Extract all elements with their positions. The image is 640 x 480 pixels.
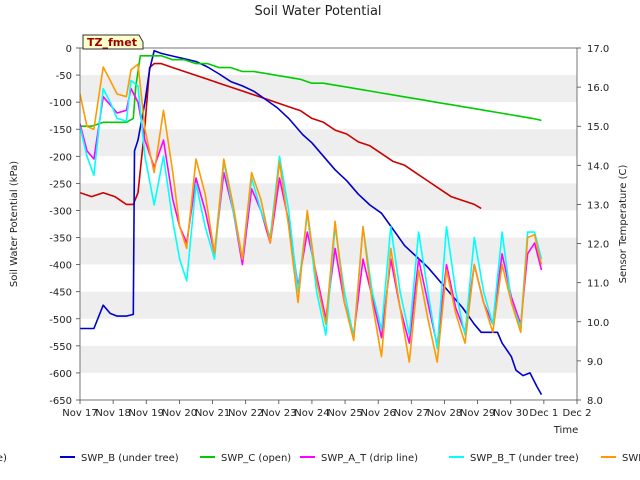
series-line bbox=[80, 49, 543, 395]
plot-band bbox=[80, 75, 577, 103]
series-line bbox=[80, 63, 543, 363]
plot-band bbox=[80, 318, 577, 346]
y-tick-label: -550 bbox=[49, 342, 72, 353]
plot-frame bbox=[79, 47, 578, 401]
y-tick-label: -150 bbox=[49, 125, 72, 136]
legend-label: SWP_C_T (open) bbox=[622, 453, 640, 464]
y-tick-label: -600 bbox=[49, 369, 72, 380]
y2-tick-label: 12.0 bbox=[587, 240, 609, 251]
legend-label: SWP_C (open) bbox=[221, 453, 291, 464]
y-tick-label: -450 bbox=[49, 288, 72, 299]
y-tick-label: -650 bbox=[49, 396, 72, 407]
y-tick-label: -300 bbox=[49, 206, 72, 217]
plot-band bbox=[80, 183, 577, 211]
y2-axis-label: Sensor Temperature (C) bbox=[618, 165, 629, 284]
y2-tick-label: 11.0 bbox=[587, 279, 609, 290]
plot-band bbox=[80, 210, 577, 238]
x-tick-label: Nov 20 bbox=[162, 408, 197, 419]
legend: SWP_A (drip line) SWP_B (under tree) SWP_C… bbox=[0, 453, 640, 464]
y2-tick-label: 17.0 bbox=[587, 44, 609, 55]
series-line bbox=[80, 55, 542, 127]
plot-band bbox=[80, 345, 577, 373]
series-lines bbox=[80, 49, 543, 395]
y2-tick-label: 14.0 bbox=[587, 161, 609, 172]
x-tick-label: Nov 28 bbox=[427, 408, 462, 419]
plot-band bbox=[80, 48, 577, 76]
x-tick-label: Nov 24 bbox=[294, 408, 329, 419]
x-tick-label: Nov 18 bbox=[95, 408, 130, 419]
plot-band bbox=[80, 237, 577, 265]
x-tick-label: Nov 30 bbox=[493, 408, 528, 419]
x-tick-label: Dec 2 bbox=[563, 408, 592, 419]
x-tick-label: Nov 25 bbox=[327, 408, 362, 419]
plot-band bbox=[80, 372, 577, 400]
y-tick-label: -500 bbox=[49, 315, 72, 326]
y2-tick-label: 16.0 bbox=[587, 83, 609, 94]
y-tick-label: -200 bbox=[49, 152, 72, 163]
x-tick-label: Nov 23 bbox=[261, 408, 296, 419]
y-tick-label: -250 bbox=[49, 179, 72, 190]
y-axis-label: Soil Water Potential (kPa) bbox=[9, 161, 20, 287]
y-tick-label: -350 bbox=[49, 234, 72, 245]
x-tick-label: Dec 1 bbox=[529, 408, 558, 419]
y-tick-label: -100 bbox=[49, 98, 72, 109]
x-tick-label: Nov 17 bbox=[62, 408, 97, 419]
left-y-axis: 0 -50 -100 -150 -200 -250 -300 -350 -400 -450 -500… bbox=[49, 44, 80, 407]
x-tick-label: Nov 21 bbox=[195, 408, 230, 419]
x-tick-label: Nov 29 bbox=[460, 408, 495, 419]
y2-tick-label: 13.0 bbox=[587, 200, 609, 211]
legend-label: SWP_A (drip line) bbox=[0, 453, 7, 464]
y-tick-label: 0 bbox=[66, 44, 72, 55]
x-axis-label: Time bbox=[553, 425, 578, 436]
legend-label: SWP_B (under tree) bbox=[81, 453, 179, 464]
legend-label: SWP_B_T (under tree) bbox=[470, 453, 579, 464]
y2-tick-label: 8.0 bbox=[587, 396, 603, 407]
y-tick-label: -400 bbox=[49, 261, 72, 272]
y-tick-label: -50 bbox=[56, 71, 72, 82]
chart-title: Soil Water Potential bbox=[254, 4, 381, 19]
y2-tick-label: 10.0 bbox=[587, 318, 609, 329]
tz-fmet-annotation: TZ_fmet bbox=[82, 34, 144, 50]
annotation-label: TZ_fmet bbox=[87, 36, 137, 49]
legend-label: SWP_A_T (drip line) bbox=[321, 453, 418, 464]
right-y-axis: 8.0 9.0 10.0 11.0 12.0 13.0 14.0 15.0 16.0 17.0 bbox=[577, 44, 609, 407]
y2-tick-label: 9.0 bbox=[587, 357, 603, 368]
x-tick-label: Nov 19 bbox=[129, 408, 164, 419]
x-tick-label: Nov 27 bbox=[394, 408, 429, 419]
y2-tick-label: 15.0 bbox=[587, 122, 609, 133]
x-tick-label: Nov 22 bbox=[228, 408, 263, 419]
plot-band bbox=[80, 129, 577, 157]
plot-background-bands bbox=[80, 48, 577, 400]
x-tick-label: Nov 26 bbox=[360, 408, 395, 419]
